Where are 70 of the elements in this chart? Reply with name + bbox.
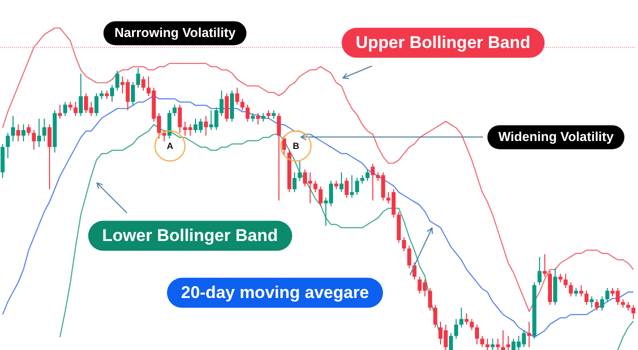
candlestick bbox=[282, 135, 286, 156]
candlestick bbox=[475, 324, 479, 345]
candlestick bbox=[594, 298, 599, 312]
candlestick bbox=[136, 68, 140, 88]
candlestick bbox=[240, 98, 244, 111]
candlestick bbox=[501, 330, 506, 350]
candlestick bbox=[16, 124, 20, 142]
candlestick bbox=[448, 332, 453, 350]
annotation: Lower Bollinger Band bbox=[88, 220, 292, 252]
candlestick bbox=[355, 177, 360, 196]
candlestick bbox=[256, 112, 260, 125]
candlestick bbox=[605, 287, 610, 303]
candlestick bbox=[344, 177, 349, 198]
annotation: Narrowing Volatility bbox=[103, 21, 247, 45]
annotation: 20-day moving avegare bbox=[166, 278, 384, 308]
candlestick bbox=[110, 84, 114, 102]
candlestick bbox=[454, 318, 458, 340]
candlestick bbox=[631, 304, 636, 320]
candlestick bbox=[6, 132, 10, 159]
candlestick bbox=[318, 186, 323, 207]
candlestick bbox=[178, 104, 182, 134]
candlestick bbox=[527, 321, 532, 348]
candlestick bbox=[339, 172, 344, 193]
candlestick bbox=[407, 245, 412, 269]
candlestick bbox=[538, 256, 542, 286]
candlestick bbox=[292, 172, 297, 193]
candlestick bbox=[48, 124, 52, 190]
candlestick bbox=[433, 304, 438, 328]
candlestick bbox=[21, 124, 26, 142]
candlestick bbox=[167, 110, 172, 139]
annotation: Widening Volatility bbox=[487, 125, 625, 149]
candlestick bbox=[590, 296, 594, 308]
candlestick bbox=[172, 104, 177, 116]
candlestick bbox=[224, 92, 229, 122]
candlestick bbox=[74, 101, 78, 116]
candlestick bbox=[402, 236, 406, 252]
candlestick bbox=[313, 180, 318, 193]
candlestick bbox=[276, 112, 281, 202]
candlestick bbox=[428, 287, 432, 312]
candlestick bbox=[542, 254, 547, 278]
annotation: A bbox=[166, 141, 174, 151]
annotation: B bbox=[292, 141, 300, 151]
candlestick bbox=[564, 273, 568, 288]
candlestick bbox=[246, 104, 250, 122]
candlestick bbox=[58, 104, 62, 120]
candlestick bbox=[350, 174, 354, 198]
candlestick bbox=[130, 82, 135, 106]
candlestick bbox=[204, 115, 208, 136]
candlestick bbox=[470, 318, 474, 331]
candlestick bbox=[94, 92, 98, 116]
candlestick bbox=[366, 169, 370, 182]
candlestick bbox=[298, 160, 302, 182]
candlestick bbox=[235, 87, 240, 106]
candlestick bbox=[42, 118, 46, 142]
candlestick bbox=[459, 307, 464, 328]
candlestick bbox=[370, 163, 375, 202]
annotation: Upper Bollinger Band bbox=[342, 28, 544, 58]
candlestick bbox=[480, 335, 484, 348]
candlestick bbox=[63, 101, 68, 116]
candlestick bbox=[141, 76, 146, 92]
candlestick bbox=[32, 130, 36, 150]
candlestick bbox=[464, 312, 469, 326]
candlestick bbox=[26, 124, 31, 136]
candlestick bbox=[78, 73, 83, 116]
candlestick bbox=[584, 290, 588, 306]
candlestick bbox=[115, 70, 120, 92]
candlestick bbox=[568, 282, 573, 297]
candlestick bbox=[37, 118, 42, 148]
candlestick bbox=[600, 296, 604, 312]
candlestick bbox=[11, 115, 16, 142]
